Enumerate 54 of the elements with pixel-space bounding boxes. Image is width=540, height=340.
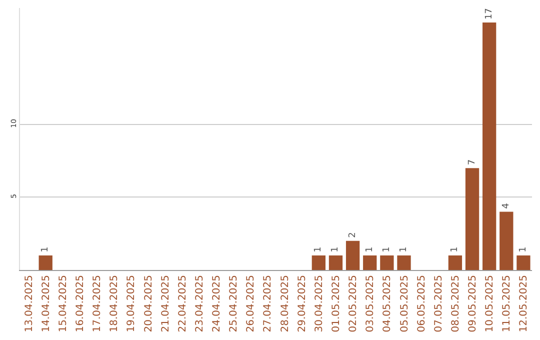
data-label: 1 [314,246,324,252]
x-tick-label: 24.04.2025 [212,275,223,332]
x-tick-label: 30.04.2025 [314,275,325,332]
x-tick-label: 02.05.2025 [348,275,360,332]
x-tick-label: 28.04.2025 [280,275,291,332]
x-tick-label: 07.05.2025 [433,275,444,332]
bar [516,255,530,270]
x-tick-label: 27.04.2025 [262,275,274,332]
x-tick-label: 05.05.2025 [399,275,410,332]
bar [380,255,394,270]
x-tick-label: 17.04.2025 [92,275,104,332]
x-tick-label: 18.04.2025 [109,275,120,332]
data-label: 1 [399,246,409,252]
data-label: 1 [40,246,51,252]
x-tick-label: 20.04.2025 [143,275,154,332]
x-tick-label: 13.04.2025 [24,275,35,332]
bar [363,255,377,270]
data-label: 4 [501,202,512,209]
data-label: 1 [364,246,375,252]
data-label: 1 [382,246,392,252]
x-tick-label: 26.04.2025 [246,275,257,332]
x-tick-label: 11.05.2025 [502,275,513,332]
bar [448,255,462,270]
bar [465,168,480,270]
bar [328,255,343,270]
data-label: 1 [518,246,528,252]
x-tick-label: 09.05.2025 [468,275,479,332]
x-tick-label: 19.04.2025 [126,275,138,332]
x-tick-label: 01.05.2025 [330,275,342,332]
bar [346,240,360,270]
x-tick-label: 29.04.2025 [296,275,308,332]
bar [482,22,496,270]
bar [38,255,52,270]
x-tick-label: 15.04.2025 [58,275,69,332]
x-tick-label: 25.04.2025 [228,275,240,332]
data-label: 1 [450,246,460,252]
x-tick-label: 04.05.2025 [382,275,394,332]
x-tick-label: 22.04.2025 [177,275,188,332]
x-tick-label: 08.05.2025 [450,275,462,332]
x-tick-label: 23.04.2025 [194,275,206,332]
x-tick-label: 16.04.2025 [74,275,86,332]
x-tick-label: 10.05.2025 [484,275,496,332]
x-tick-label: 12.05.2025 [518,275,530,332]
x-tick-label: 03.05.2025 [365,275,376,332]
bar [500,212,514,270]
data-label: 1 [330,246,341,252]
x-tick-label: 06.05.2025 [416,275,428,332]
bar [312,255,326,270]
data-label: 2 [348,232,358,238]
bar [397,255,411,270]
x-tick-label: 21.04.2025 [160,275,172,332]
data-label: 17 [484,8,494,20]
data-label: 7 [467,159,478,166]
x-tick-label: 14.04.2025 [40,275,52,332]
